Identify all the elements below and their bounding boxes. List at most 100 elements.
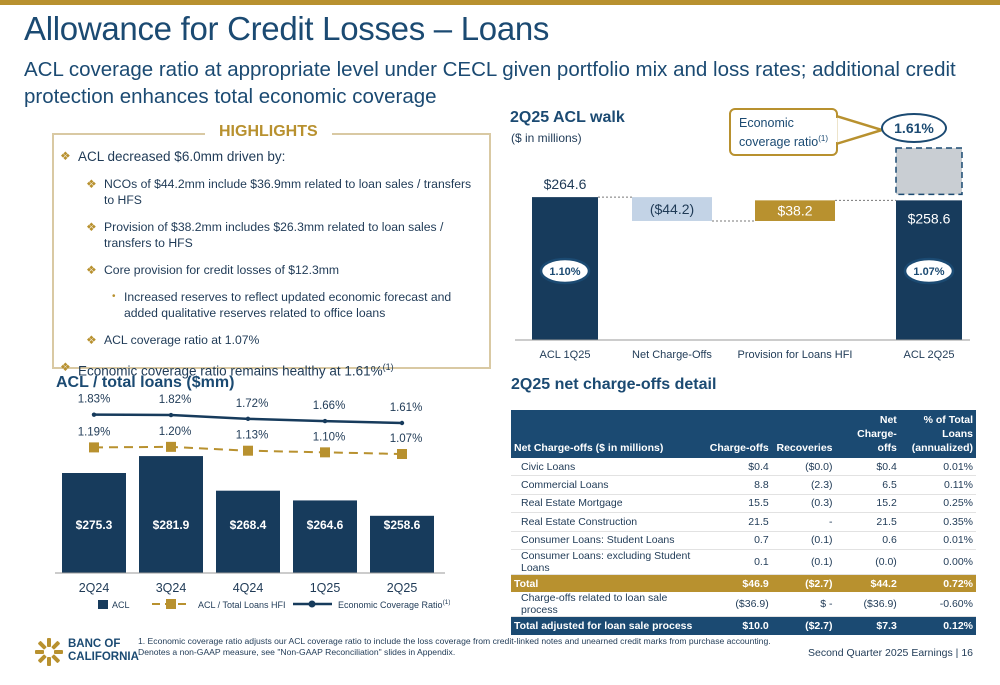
nco-cell: $46.9 — [705, 574, 772, 593]
nco-cell: ($0.0) — [771, 458, 836, 477]
acl-bar-label: $264.6 — [307, 518, 344, 532]
nco-cell: 0.11% — [899, 475, 976, 495]
callout-footnote-mark: (1) — [818, 134, 828, 143]
diamond-bullet-icon: ❖ — [86, 333, 97, 347]
nco-header-pct: % of Total Loans (annualized) — [899, 410, 976, 458]
nco-table: Net Charge-offs ($ in millions) Charge-o… — [511, 410, 976, 635]
highlight-text: Increased reserves to reflect updated ec… — [124, 290, 452, 320]
nco-adjusted-row: Total adjusted for loan sale process $10.… — [511, 616, 976, 635]
walk-economic-coverage-box — [895, 147, 963, 196]
economic-ratio-point — [399, 420, 405, 426]
walk-units: ($ in millions) — [511, 131, 582, 145]
nco-cell: (0.1) — [771, 531, 836, 550]
hfi-ratio-label: 1.10% — [313, 431, 346, 443]
diamond-bullet-icon: ❖ — [60, 360, 71, 374]
nco-cell: Total adjusted for loan sale process — [511, 616, 706, 635]
economic-ratio-label: 1.61% — [390, 402, 423, 414]
nco-cell: $0.4 — [705, 458, 772, 477]
nco-cell: 0.1 — [705, 549, 772, 575]
acl-category-label: 2Q24 — [79, 581, 110, 595]
nco-cell: Consumer Loans: Student Loans — [511, 531, 706, 550]
acl-bar — [370, 515, 434, 573]
nco-cell: 15.2 — [835, 494, 900, 514]
nco-row: Civic Loans $0.4 ($0.0) $0.4 0.01% — [511, 458, 976, 477]
hfi-ratio-point — [320, 447, 330, 458]
banc-logo-icon — [35, 638, 63, 666]
highlight-text: NCOs of $44.2mm include $36.9mm related … — [104, 177, 472, 207]
economic-coverage-callout: Economic coverage ratio(1) — [729, 108, 838, 156]
walk-value-label: $38.2 — [777, 203, 812, 219]
acl-bar-label: $275.3 — [76, 518, 113, 532]
hfi-ratio-point — [243, 445, 253, 456]
walk-ratio-oval — [539, 257, 591, 285]
nco-cell: Real Estate Construction — [511, 512, 706, 532]
walk-value-label: $264.6 — [544, 176, 587, 192]
highlight-text: Core provision for credit losses of $12.… — [104, 263, 340, 277]
hfi-ratio-label: 1.07% — [390, 433, 423, 445]
walk-ratio-oval — [903, 257, 955, 285]
nco-cell: 0.72% — [899, 574, 976, 593]
economic-ratio-oval: 1.61% — [881, 113, 947, 143]
nco-header-net: Net Charge-offs — [835, 410, 900, 458]
nco-row: Real Estate Construction 21.5-21.5 0.35% — [511, 512, 976, 532]
nco-cell: 0.01% — [899, 458, 976, 477]
walk-ratio-label: 1.10% — [549, 266, 580, 278]
nco-cell: ($36.9) — [835, 592, 900, 618]
walk-bar-increase — [755, 200, 835, 221]
walk-bar-decrease — [632, 197, 712, 221]
highlight-text: ACL decreased $6.0mm driven by: — [78, 149, 286, 164]
acl-bar — [293, 500, 357, 573]
legend-economic-marker — [308, 600, 316, 608]
nco-cell: -0.60% — [899, 592, 976, 618]
economic-ratio-point — [91, 412, 97, 417]
nco-cell: $0.4 — [835, 458, 900, 477]
legend-economic-footnote-mark: (1) — [443, 599, 450, 606]
nco-cell: Commercial Loans — [511, 475, 706, 495]
acl-ratio-chart: $275.3 2Q24 $281.9 3Q24 $268.4 4Q24 $264.6 1Q25… — [55, 394, 450, 610]
page-subtitle: ACL coverage ratio at appropriate level … — [24, 58, 956, 108]
economic-ratio-point — [322, 418, 328, 424]
walk-value-label: ($44.2) — [650, 201, 694, 217]
nco-row: Real Estate Mortgage 15.5 (0.3) 15.2 0.25% — [511, 494, 976, 514]
economic-ratio-label: 1.82% — [159, 394, 192, 406]
economic-ratio-point — [245, 416, 251, 422]
top-accent-bar — [0, 0, 1000, 5]
nco-cell: Real Estate Mortgage — [511, 494, 706, 514]
nco-cell: 6.5 — [835, 475, 900, 495]
nco-cell: (2.3) — [771, 475, 836, 495]
nco-cell: 8.8 — [705, 475, 772, 495]
highlight-item: ❖ ACL decreased $6.0mm driven by: — [60, 148, 480, 165]
nco-row: Commercial Loans 8.8 (2.3) 6.5 0.11% — [511, 475, 976, 495]
nco-cell: Total — [511, 574, 706, 593]
highlights-title: HIGHLIGHTS — [205, 123, 332, 141]
highlight-text: ACL coverage ratio at 1.07% — [104, 333, 260, 347]
hfi-ratio-label: 1.20% — [159, 426, 192, 438]
acl-walk-chart: $264.6 ACL 1Q25 ($44.2) Net Charge-Offs $38.… — [515, 147, 970, 361]
legend-economic-label: Economic Coverage Ratio(1) — [338, 599, 450, 610]
logo-line-2: CALIFORNIA — [68, 651, 139, 663]
acl-bar-label: $281.9 — [153, 518, 190, 532]
highlight-item: ❖ Economic coverage ratio remains healthy… — [60, 359, 480, 380]
nco-row: Consumer Loans: excluding Student Loans 0… — [511, 549, 976, 575]
economic-ratio-point — [168, 412, 174, 418]
nco-header-recoveries: Recoveries — [771, 410, 836, 458]
nco-header-row: Net Charge-offs ($ in millions) Charge-o… — [511, 410, 976, 458]
economic-ratio-label: 1.83% — [78, 394, 111, 406]
acl-category-label: 2Q25 — [387, 581, 418, 595]
acl-bar — [62, 473, 126, 573]
legend-acl-swatch — [98, 600, 108, 609]
page-footer-label: Second Quarter 2025 Earnings | 16 — [808, 647, 974, 659]
nco-header-category: Net Charge-offs ($ in millions) — [511, 410, 706, 458]
dot-bullet-icon: • — [112, 291, 116, 302]
legend-acl-label: ACL — [112, 600, 130, 610]
nco-cell: (0.1) — [771, 549, 836, 575]
page-title: Allowance for Credit Losses – Loans — [24, 10, 550, 47]
highlight-item: ❖ NCOs of $44.2mm include $36.9mm related… — [86, 176, 480, 208]
nco-cell: Consumer Loans: excluding Student Loans — [511, 549, 706, 575]
acl-bar-label: $268.4 — [230, 518, 267, 532]
highlights-list: ❖ ACL decreased $6.0mm driven by: ❖ NCOs of… — [60, 148, 480, 391]
highlight-text: Provision of $38.2mm includes $26.3mm re… — [104, 220, 444, 250]
nco-cell: (0.3) — [771, 494, 836, 514]
diamond-bullet-icon: ❖ — [86, 220, 97, 234]
highlight-item: • Increased reserves to reflect updated e… — [112, 289, 480, 321]
